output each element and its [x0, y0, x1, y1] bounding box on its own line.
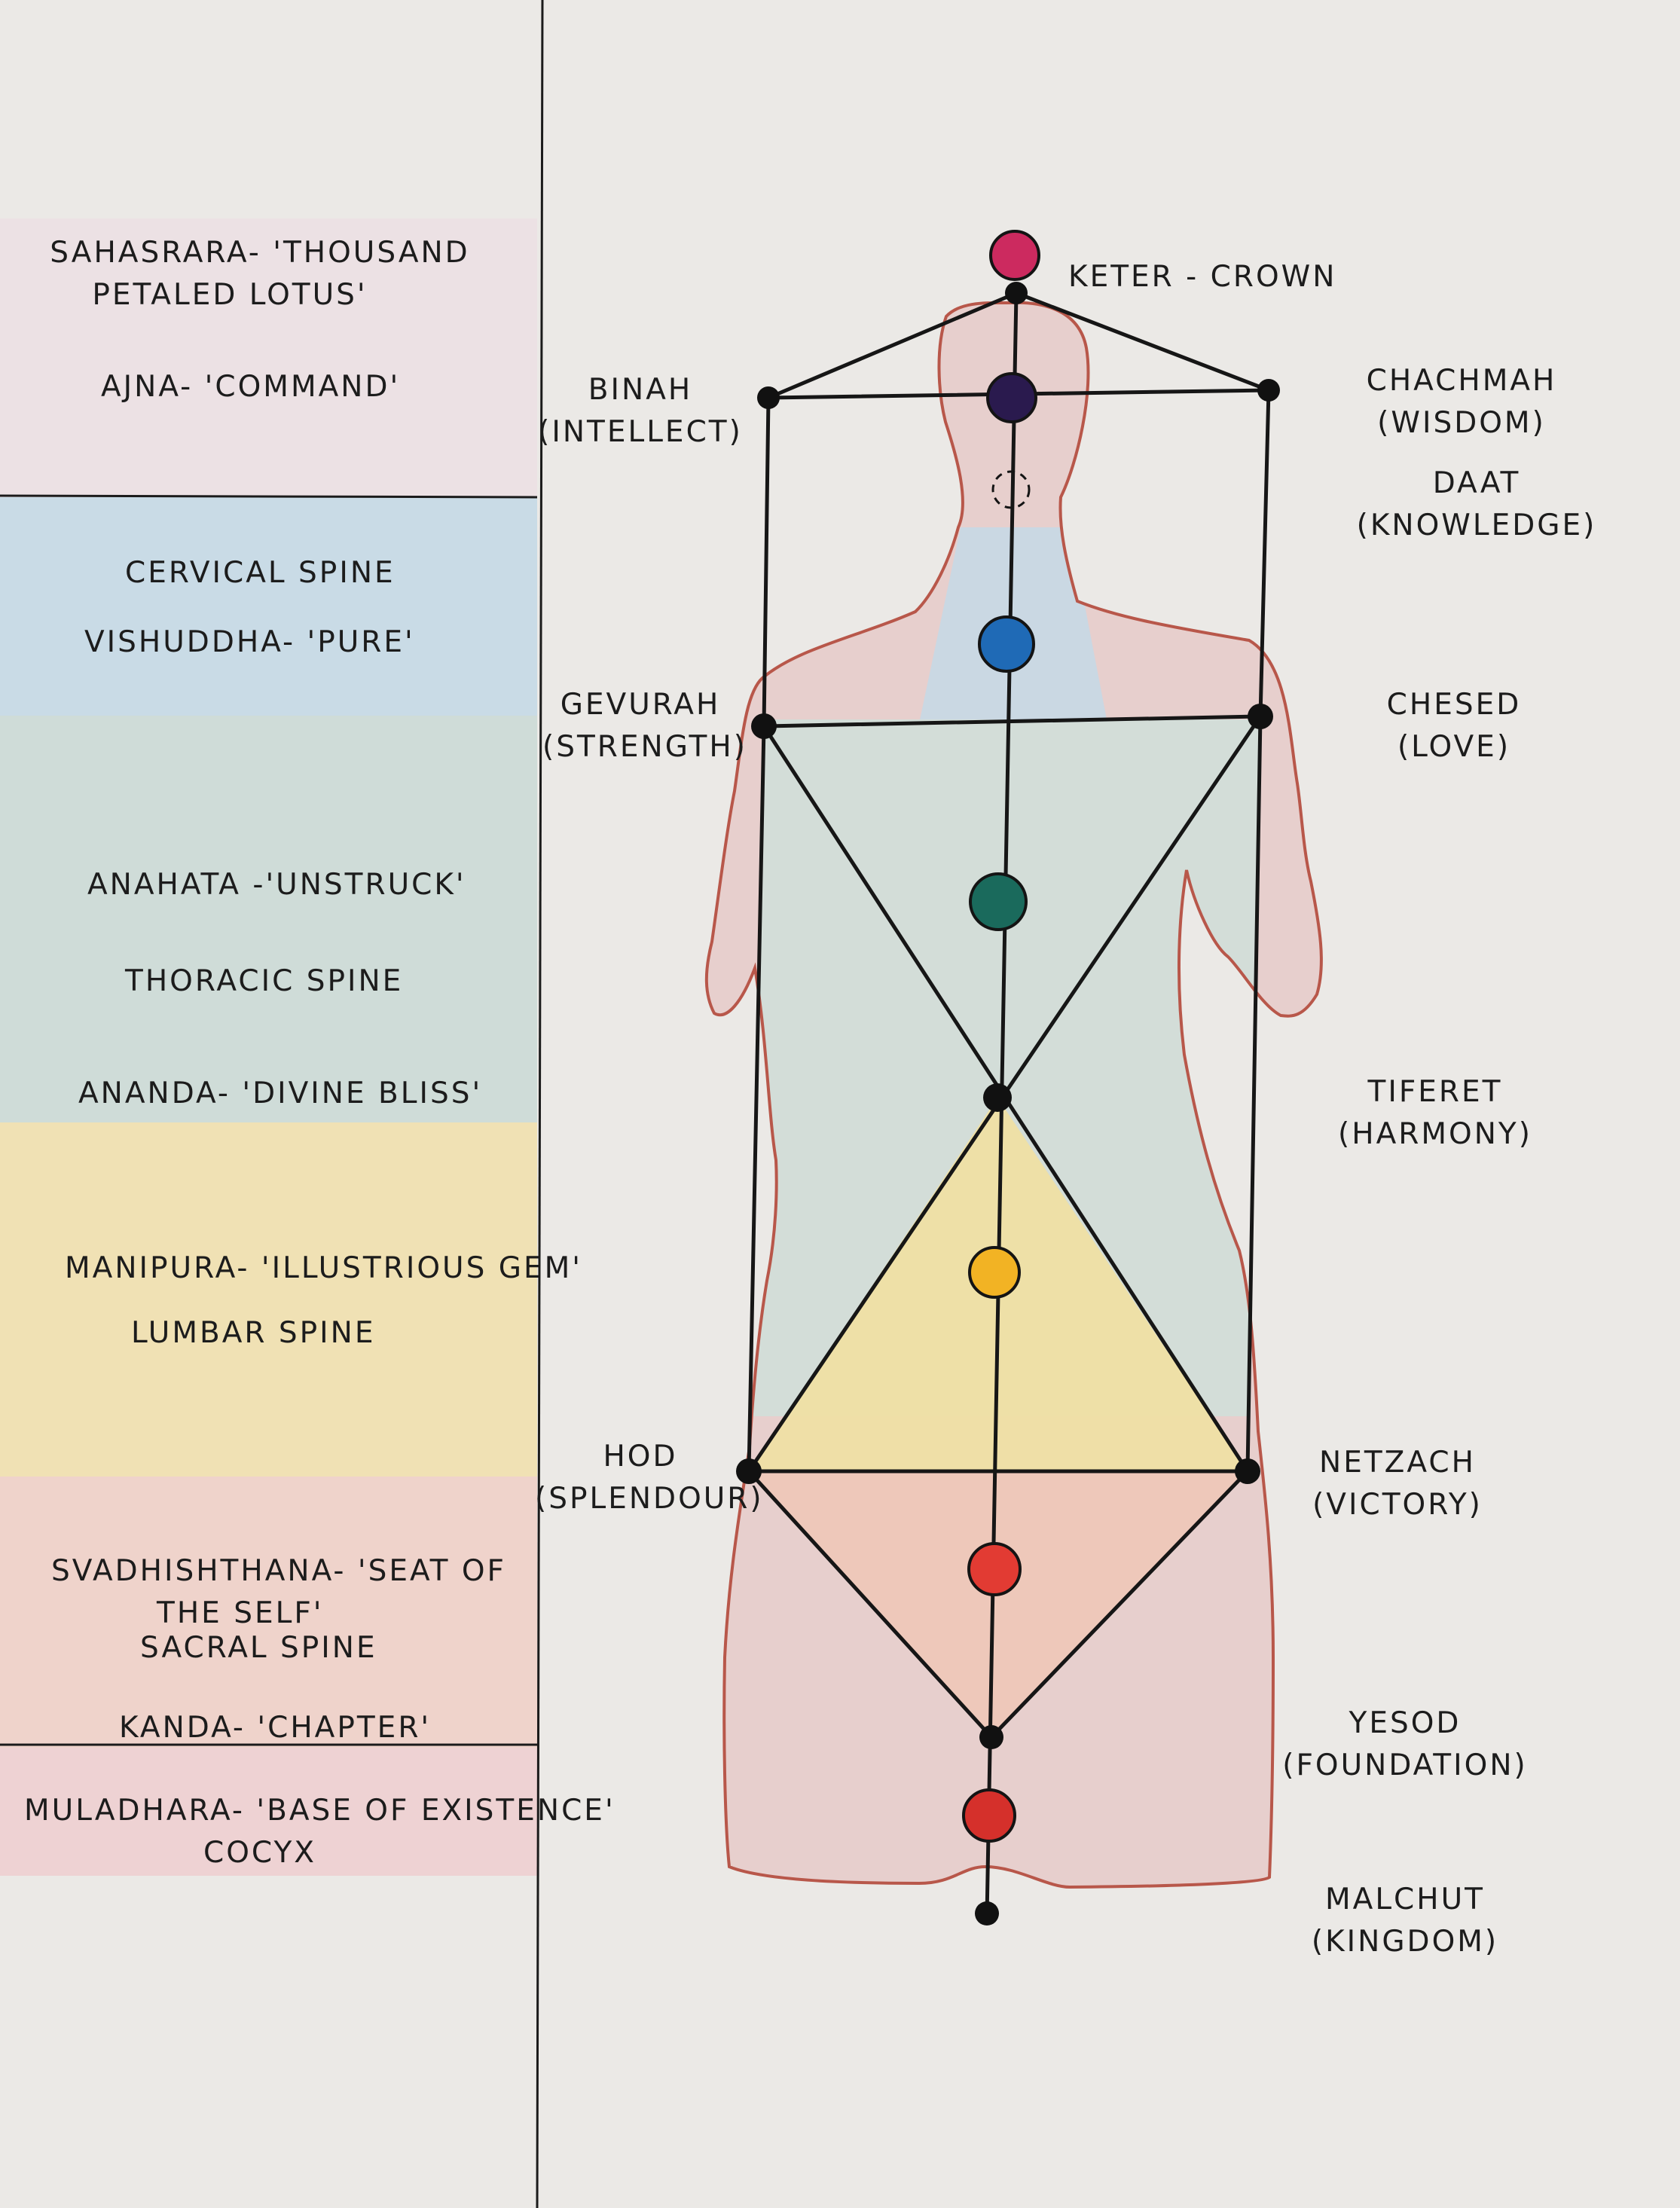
label-cervical-spine: CERVICAL SPINE [125, 556, 396, 590]
label-daat-name: DAAT [1432, 466, 1521, 500]
node-keter [1005, 282, 1028, 304]
label-vishuddha: VISHUDDHA- 'PURE' [84, 625, 415, 659]
label-yesod-meaning: (FOUNDATION) [1282, 1748, 1528, 1782]
label-chesed: CHESED (LOVE) [1364, 684, 1544, 768]
path-keter-chachmah [1014, 291, 1271, 392]
chakra-root [962, 1788, 1016, 1843]
label-malchut-meaning: (KINGDOM) [1311, 1925, 1499, 1959]
label-daat-meaning: (KNOWLEDGE) [1356, 508, 1597, 542]
label-hod-name: HOD [603, 1440, 678, 1474]
label-tiferet: TIFERET (HARMONY) [1326, 1071, 1544, 1156]
band-throat [0, 497, 537, 716]
node-binah [757, 386, 780, 409]
path-gevurah-hod [747, 724, 766, 1474]
panel-divider-vertical [536, 0, 544, 2208]
label-chachmah-meaning: (WISDOM) [1377, 406, 1546, 440]
label-manipura: MANIPURA- 'ILLUSTRIOUS GEM' [65, 1251, 582, 1285]
label-cocyx: COCYX [203, 1836, 317, 1870]
label-ajna: AJNA- 'COMMAND' [101, 370, 401, 404]
band-root [0, 1748, 537, 1876]
label-binah-name: BINAH [588, 373, 693, 407]
chakra-throat [978, 615, 1035, 673]
band-solar [0, 1122, 537, 1477]
label-gevurah-meaning: (STRENGTH) [542, 730, 747, 764]
label-binah: BINAH (INTELLECT) [527, 369, 753, 454]
label-gevurah: GEVURAH (STRENGTH) [542, 684, 747, 768]
label-svadhishthana: SVADHISHTHANA- 'SEAT OF THE SELF' [51, 1550, 506, 1635]
label-netzach: NETZACH (VICTORY) [1303, 1442, 1492, 1526]
chakras [962, 230, 1040, 1843]
label-anahata: ANAHATA -'UNSTRUCK' [87, 868, 466, 902]
label-thoracic-spine: THORACIC SPINE [125, 964, 404, 998]
label-svadhishthana-line1: SVADHISHTHANA- 'SEAT OF [51, 1554, 506, 1588]
node-chachmah [1257, 379, 1280, 402]
label-muladhara: MULADHARA- 'BASE OF EXISTENCE' [24, 1794, 615, 1828]
chakra-crown [989, 230, 1040, 281]
node-malchut [975, 1901, 999, 1926]
label-binah-meaning: (INTELLECT) [538, 415, 743, 449]
label-daat: DAAT (KNOWLEDGE) [1349, 463, 1605, 547]
label-keter: KETER - CROWN [1068, 260, 1337, 294]
body-figure [704, 301, 1323, 1889]
label-chesed-meaning: (LOVE) [1397, 730, 1511, 764]
label-kanda: KANDA- 'CHAPTER' [119, 1711, 432, 1745]
label-lumbar-spine: LUMBAR SPINE [131, 1316, 376, 1350]
path-netzach-yesod [989, 1469, 1250, 1739]
label-chachmah: CHACHMAH (WISDOM) [1349, 360, 1575, 444]
chakra-third-eye [986, 372, 1037, 423]
label-hod: HOD (SPLENDOUR) [535, 1436, 764, 1520]
node-chesed [1248, 704, 1273, 729]
band-heart [0, 716, 537, 1122]
label-chesed-name: CHESED [1386, 688, 1522, 722]
band-sacral [0, 1477, 537, 1748]
label-ananda: ANANDA- 'DIVINE BLISS' [78, 1077, 483, 1110]
path-binah-gevurah [762, 395, 771, 728]
node-netzach [1235, 1458, 1260, 1484]
label-hod-meaning: (SPLENDOUR) [535, 1482, 764, 1516]
chakra-daat-empty [991, 470, 1031, 509]
chakra-heart [969, 872, 1028, 931]
label-yesod-name: YESOD [1349, 1706, 1462, 1740]
path-hod-yesod [747, 1469, 994, 1739]
label-sacral-spine: SACRAL SPINE [140, 1631, 377, 1665]
node-gevurah [751, 713, 777, 739]
sefirot-nodes [736, 282, 1280, 1926]
node-hod [736, 1458, 762, 1484]
chakra-solar-plexus [968, 1246, 1021, 1299]
label-gevurah-name: GEVURAH [560, 688, 721, 722]
label-netzach-meaning: (VICTORY) [1312, 1488, 1483, 1522]
label-tiferet-meaning: (HARMONY) [1338, 1117, 1532, 1151]
node-tiferet [983, 1083, 1012, 1112]
label-yesod: YESOD (FOUNDATION) [1281, 1703, 1529, 1787]
body-outline [704, 301, 1323, 1889]
label-malchut-name: MALCHUT [1325, 1883, 1485, 1916]
path-chachmah-chesed [1258, 388, 1271, 719]
label-sahasrara: SAHASRARA- 'THOUSAND PETALED LOTUS' [45, 232, 475, 316]
path-keter-binah [766, 291, 1019, 400]
chakra-sacral [967, 1542, 1022, 1596]
label-chachmah-name: CHACHMAH [1366, 364, 1557, 398]
path-chesed-netzach [1245, 714, 1263, 1474]
path-gevurah-chesed [762, 714, 1263, 728]
label-sahasrara-line2: PETALED LOTUS' [92, 278, 368, 312]
label-sahasrara-line1: SAHASRARA- 'THOUSAND [50, 236, 470, 270]
node-yesod [979, 1725, 1003, 1749]
panel-divider-crown [0, 494, 538, 499]
heart-tint [753, 719, 1260, 1416]
band-crown [0, 218, 537, 497]
sacral-triangle-fill [749, 1471, 1248, 1737]
label-netzach-name: NETZACH [1319, 1446, 1476, 1480]
label-malchut: MALCHUT (KINGDOM) [1296, 1879, 1514, 1963]
label-svadhishthana-line2: THE SELF' [157, 1596, 324, 1630]
label-tiferet-name: TIFERET [1367, 1075, 1503, 1109]
